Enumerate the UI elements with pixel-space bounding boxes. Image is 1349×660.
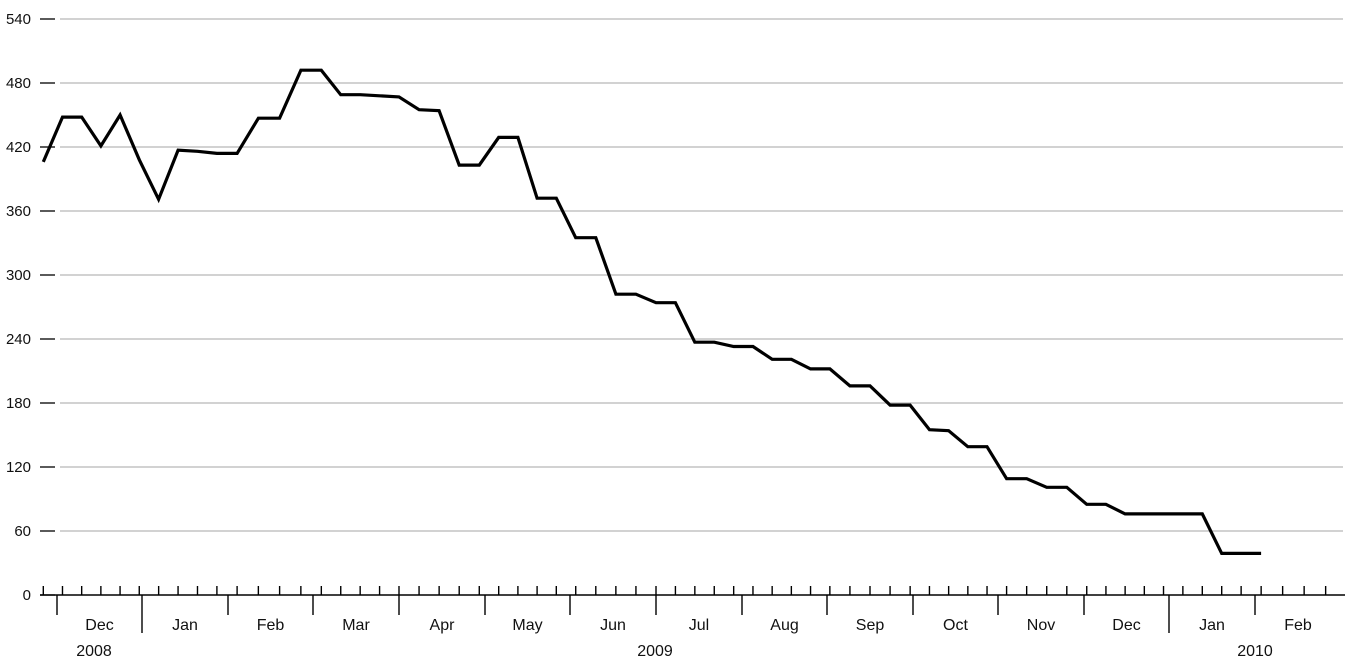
- y-tick-label: 120: [6, 459, 31, 476]
- x-month-label: Nov: [1027, 617, 1055, 634]
- plot-area: [41, 68, 1262, 556]
- x-year-label: 2008: [76, 643, 112, 660]
- x-month-label: May: [512, 617, 542, 634]
- x-month-label: Dec: [1112, 617, 1140, 634]
- y-tick-label: 300: [6, 267, 31, 284]
- y-gridlines: [60, 18, 1343, 532]
- series-line: [41, 68, 1262, 556]
- x-month-label: Mar: [342, 617, 370, 634]
- y-tick-label: 480: [6, 75, 31, 92]
- x-month-label: Oct: [943, 617, 968, 634]
- x-month-label: Feb: [1284, 617, 1312, 634]
- x-axis: Dec Jan Feb Mar Apr May Jun Jul Aug Sep Oct Nov Dec J…: [40, 586, 1345, 660]
- x-month-label: Feb: [257, 617, 285, 634]
- y-tick-label: 360: [6, 203, 31, 220]
- x-month-label: Apr: [430, 617, 456, 634]
- x-month-label: Jan: [1199, 617, 1225, 634]
- x-month-label: Dec: [85, 617, 113, 634]
- x-month-label: Aug: [770, 617, 798, 634]
- x-month-label: Jul: [689, 617, 709, 634]
- x-year-label: 2010: [1237, 643, 1273, 660]
- x-month-label: Jun: [600, 617, 626, 634]
- x-year-label: 2009: [637, 643, 673, 660]
- y-tick-label: 540: [6, 11, 31, 28]
- y-tick-label: 0: [23, 587, 31, 604]
- x-month-label: Jan: [172, 617, 198, 634]
- y-tick-label: 420: [6, 139, 31, 156]
- y-axis: 0 60 120 180 240 300 360 420 480 540: [6, 11, 55, 604]
- x-month-label: Sep: [856, 617, 885, 634]
- y-tick-label: 60: [14, 523, 31, 540]
- y-tick-label: 240: [6, 331, 31, 348]
- y-tick-label: 180: [6, 395, 31, 412]
